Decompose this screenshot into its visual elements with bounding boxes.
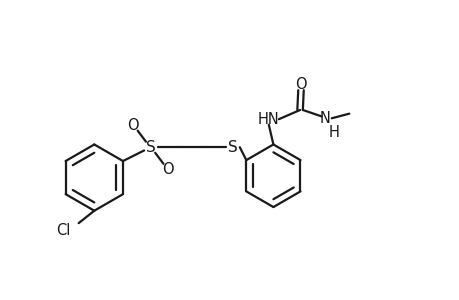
Text: HN: HN bbox=[257, 112, 279, 127]
Text: H: H bbox=[328, 124, 338, 140]
Text: Cl: Cl bbox=[56, 223, 70, 238]
Text: O: O bbox=[162, 162, 174, 177]
Text: N: N bbox=[319, 111, 330, 126]
Text: O: O bbox=[295, 77, 306, 92]
Text: S: S bbox=[228, 140, 237, 155]
Text: O: O bbox=[127, 118, 139, 133]
Text: S: S bbox=[146, 140, 155, 155]
